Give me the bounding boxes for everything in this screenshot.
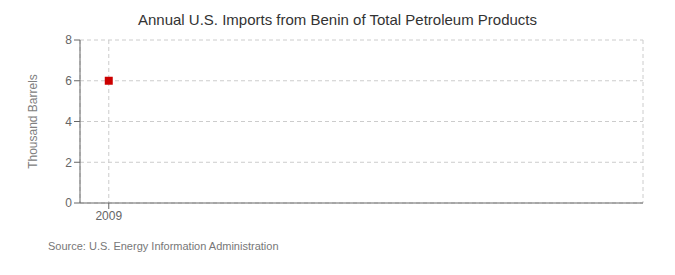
html-text:Annual U.S. Imports from Benin: Annual U.S. Imports from Benin of Total … xyxy=(138,11,537,28)
svg-text:8: 8 xyxy=(65,33,72,47)
svg-text:4: 4 xyxy=(65,115,72,129)
svg-text:6: 6 xyxy=(65,74,72,88)
svg-text:Thousand Barrels: Thousand Barrels xyxy=(26,74,40,169)
svg-text:2: 2 xyxy=(65,156,72,170)
html-text:Source: U.S. Energy Informatio: Source: U.S. Energy Information Administ… xyxy=(48,240,279,252)
svg-text:2009: 2009 xyxy=(95,209,122,223)
svg-text:0: 0 xyxy=(65,196,72,210)
